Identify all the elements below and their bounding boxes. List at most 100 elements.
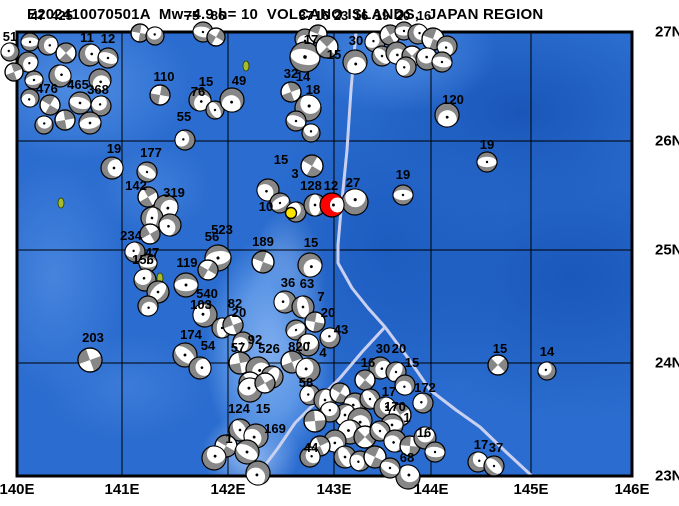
ball-label: 15 <box>405 355 419 370</box>
beachball <box>232 331 254 353</box>
ball-label: 170 <box>384 399 406 414</box>
stray-label: 47 <box>31 8 45 23</box>
beachball <box>88 68 112 93</box>
stray-label: 37 <box>299 8 313 23</box>
beachball <box>219 87 245 114</box>
beachball <box>304 311 326 333</box>
ball-label: 17 <box>382 384 396 399</box>
plot-title: E202410070501A Mw=4.9 h= 10 VOLCANO ISLA… <box>27 6 544 23</box>
beachball <box>68 91 92 115</box>
beachball <box>4 62 24 82</box>
stray-label: 44 <box>304 440 319 455</box>
lat-tick-label: 23N <box>655 467 679 485</box>
stray-label: 16 <box>417 425 431 440</box>
ball-label: 177 <box>140 145 162 160</box>
ball-label: 68 <box>400 450 414 465</box>
ball-label: 172 <box>414 380 436 395</box>
ball-label: 319 <box>163 185 185 200</box>
island <box>57 197 65 209</box>
beachball <box>173 272 199 298</box>
ball-label: 17 <box>304 32 318 47</box>
ball-label: 47 <box>145 245 159 260</box>
beachball <box>319 326 341 349</box>
beachball <box>39 94 61 116</box>
lat-tick-label: 27N <box>655 23 679 41</box>
stray-label: 19 <box>375 8 389 23</box>
beachball <box>476 151 498 173</box>
ball-label: 63 <box>300 276 314 291</box>
beachball <box>424 441 446 463</box>
stray-label: 7 <box>317 289 324 304</box>
ball-label: 17 <box>474 437 488 452</box>
beachball <box>124 241 146 263</box>
ball-label: 368 <box>87 82 109 97</box>
ball-label: 37 <box>489 440 503 455</box>
stray-label: 20 <box>396 8 410 23</box>
ball-label: 523 <box>211 222 233 237</box>
beachball <box>394 56 417 78</box>
beachball <box>90 94 112 117</box>
beachball <box>140 206 164 230</box>
stray-label: 20 <box>232 305 246 320</box>
beachball <box>301 123 321 143</box>
event-beachball-red <box>319 192 345 218</box>
beachball <box>234 439 260 465</box>
ball-label: 19 <box>480 137 494 152</box>
ball-label: 465 <box>67 77 89 92</box>
beachball <box>138 253 158 273</box>
ball-label: 36 <box>281 275 295 290</box>
event-marker-yellow <box>284 206 298 220</box>
beachball <box>341 188 369 216</box>
beachball <box>34 115 54 135</box>
trench-line <box>336 31 535 479</box>
island <box>242 60 250 72</box>
beachball <box>158 213 182 237</box>
beachball <box>296 332 320 357</box>
beachball <box>173 129 196 151</box>
ball-label: 19 <box>396 167 410 182</box>
ball-label: 57 <box>231 340 245 355</box>
ball-label: 82 <box>228 296 242 311</box>
ball-label: 156 <box>132 252 154 267</box>
stray-label: 15 <box>327 47 341 62</box>
beachball <box>411 392 434 414</box>
beachball <box>55 42 77 64</box>
stray-label: 16 <box>354 8 368 23</box>
beachball <box>48 64 72 88</box>
beachball <box>77 347 103 373</box>
beachball <box>0 42 20 62</box>
ball-label: 32 <box>284 66 298 81</box>
ball-label: 110 <box>154 69 175 84</box>
lon-tick-label: 146E <box>614 481 650 498</box>
ball-label: 20 <box>392 341 406 356</box>
beachball <box>17 51 39 73</box>
ball-label: 120 <box>442 92 464 107</box>
beachball <box>272 290 297 314</box>
lat-tick-label: 25N <box>655 241 679 259</box>
beachball <box>299 446 322 468</box>
ball-label: 540 <box>196 286 218 301</box>
ball-label: 203 <box>82 330 104 345</box>
ball-label: 30 <box>376 341 390 356</box>
stray-label: 58 <box>299 375 313 390</box>
stray-label: 14 <box>296 69 311 84</box>
beachball <box>188 88 212 112</box>
lon-tick-label: 143E <box>316 481 352 498</box>
stray-label: 16 <box>315 8 329 23</box>
beachball <box>297 252 323 278</box>
ball-label: 526 <box>258 341 280 356</box>
beachball <box>145 26 165 46</box>
beachball <box>97 47 119 69</box>
beachball <box>269 192 291 214</box>
beachball <box>285 110 307 132</box>
stray-label: 124 <box>228 401 250 416</box>
lat-tick-label: 26N <box>655 132 679 150</box>
lon-tick-label: 141E <box>104 481 140 498</box>
beachball <box>191 302 218 328</box>
beachball <box>395 463 421 490</box>
beachball <box>436 35 458 58</box>
ball-label: 234 <box>120 228 142 243</box>
beachball <box>291 295 315 319</box>
stray-label: 4 <box>319 345 327 360</box>
